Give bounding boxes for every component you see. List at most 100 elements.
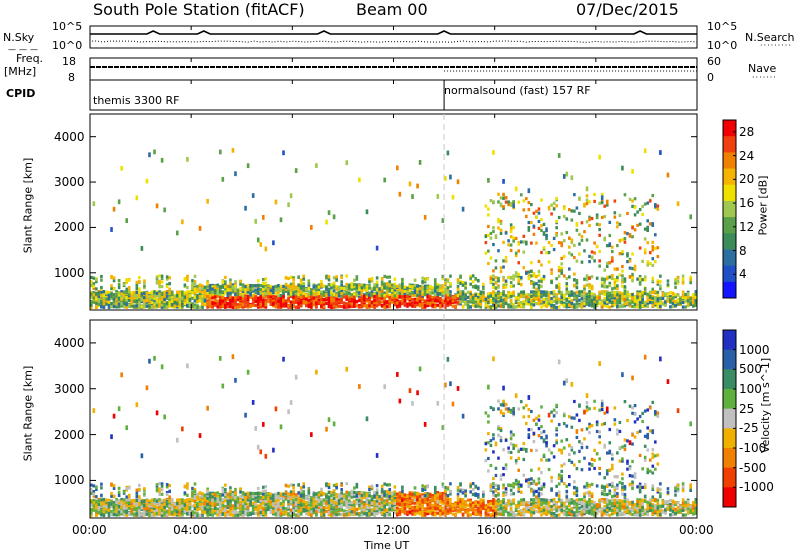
power-cell <box>203 292 207 296</box>
power-cell <box>393 277 397 281</box>
power-cell <box>454 294 457 299</box>
power-cell <box>656 207 660 211</box>
power-cell <box>112 206 116 212</box>
power-cell <box>476 304 480 308</box>
power-cell <box>360 294 364 298</box>
power-cell <box>449 284 452 288</box>
power-cell <box>345 282 349 287</box>
power-cell <box>284 287 288 291</box>
power-cell <box>153 300 156 305</box>
power-cell <box>623 277 627 281</box>
power-cell <box>90 299 93 304</box>
power-cell <box>160 303 164 307</box>
power-cell <box>540 277 543 281</box>
power-cell <box>206 198 209 204</box>
power-cell <box>294 289 298 294</box>
power-cell <box>562 293 566 297</box>
power-cell <box>444 278 447 282</box>
power-cell <box>428 302 432 306</box>
power-cell <box>560 241 564 245</box>
power-cell <box>605 277 609 281</box>
power-cell <box>641 278 644 282</box>
power-cell <box>363 300 366 304</box>
power-cell <box>135 195 139 201</box>
power-cell <box>218 149 222 155</box>
power-cell <box>406 302 409 306</box>
power-cell <box>421 276 424 280</box>
power-cell <box>487 177 490 183</box>
power-cell <box>608 294 612 298</box>
power-cell <box>504 301 508 305</box>
power-cell <box>674 285 677 289</box>
power-cell <box>489 305 493 309</box>
power-cell <box>226 303 230 307</box>
power-cell <box>165 275 169 279</box>
power-cell <box>178 303 182 307</box>
power-cell <box>173 294 177 298</box>
power-cell <box>188 293 192 298</box>
power-cell <box>499 292 503 296</box>
power-cell <box>428 295 432 299</box>
power-cell <box>656 279 660 283</box>
power-cell <box>499 295 503 300</box>
power-cell <box>497 285 500 289</box>
power-cell <box>418 301 422 305</box>
power-cell <box>651 300 655 305</box>
power-cell <box>605 244 609 248</box>
power-cell <box>469 305 472 309</box>
power-cell <box>317 283 321 287</box>
power-cell <box>621 238 624 242</box>
power-cell <box>165 305 169 309</box>
power-cell <box>608 275 612 279</box>
power-cell <box>631 199 634 203</box>
power-cell <box>383 296 386 300</box>
velocity-cell <box>92 498 96 503</box>
power-cell <box>299 300 303 305</box>
power-cell <box>254 218 257 224</box>
power-cell <box>234 284 237 288</box>
power-cell <box>411 301 414 305</box>
power-cell <box>648 222 652 226</box>
power-cell <box>583 202 586 208</box>
power-cell <box>643 301 647 305</box>
power-cell <box>502 285 505 290</box>
velocity-cell <box>100 512 103 516</box>
power-cell <box>239 296 242 301</box>
velocity-cell <box>138 483 141 487</box>
power-cell <box>322 305 326 309</box>
power-cell <box>560 296 564 300</box>
power-cell <box>213 301 217 305</box>
power-cell <box>585 201 589 206</box>
power-cell <box>229 295 232 299</box>
power-cell <box>360 305 364 309</box>
power-cell <box>676 302 680 306</box>
power-cell <box>436 294 440 298</box>
power-cell <box>613 211 617 215</box>
power-cell <box>105 302 108 306</box>
power-cell <box>461 296 465 300</box>
power-cell <box>504 294 508 298</box>
power-cell <box>246 283 250 288</box>
power-cell <box>537 297 541 302</box>
power-cell <box>411 286 414 290</box>
power-cell <box>530 261 533 265</box>
power-cell <box>175 298 179 302</box>
power-cell <box>122 302 126 306</box>
power-cell <box>302 274 306 278</box>
power-cell <box>102 305 106 310</box>
power-cell <box>641 259 644 263</box>
power-cell <box>535 282 538 286</box>
power-cell <box>519 290 523 294</box>
power-cell <box>626 211 629 216</box>
power-cell <box>598 259 601 263</box>
power-cell <box>590 275 594 279</box>
power-cell <box>666 283 670 287</box>
power-cell <box>115 290 118 294</box>
power-cell <box>545 291 548 295</box>
power-cell <box>196 284 199 288</box>
velocity-cell <box>125 487 129 491</box>
power-cell <box>509 201 513 206</box>
power-cell <box>441 218 445 223</box>
power-cell <box>431 295 435 299</box>
power-cell <box>221 294 225 298</box>
